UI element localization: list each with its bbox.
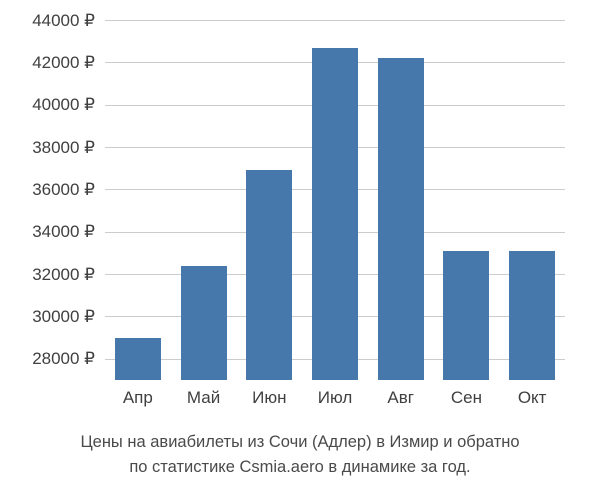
grid-line [105, 20, 565, 21]
plot-area [105, 20, 565, 380]
x-tick-label: Июн [236, 388, 302, 408]
price-chart: Цены на авиабилеты из Сочи (Адлер) в Изм… [0, 0, 600, 500]
y-tick-label: 34000 ₽ [32, 222, 95, 242]
bar [246, 170, 292, 380]
y-tick-label: 40000 ₽ [32, 95, 95, 115]
chart-caption: Цены на авиабилеты из Сочи (Адлер) в Изм… [0, 430, 600, 480]
x-tick-label: Сен [434, 388, 500, 408]
y-tick-label: 42000 ₽ [32, 53, 95, 73]
bar [443, 251, 489, 380]
bar [181, 266, 227, 380]
x-tick-label: Июл [302, 388, 368, 408]
x-tick-label: Окт [499, 388, 565, 408]
x-tick-label: Авг [368, 388, 434, 408]
x-tick-label: Апр [105, 388, 171, 408]
y-tick-label: 32000 ₽ [32, 265, 95, 285]
y-tick-label: 44000 ₽ [32, 11, 95, 31]
y-tick-label: 36000 ₽ [32, 180, 95, 200]
bar [378, 58, 424, 380]
y-tick-label: 28000 ₽ [32, 349, 95, 369]
y-tick-label: 30000 ₽ [32, 307, 95, 327]
x-tick-label: Май [171, 388, 237, 408]
caption-line-2: по статистике Csmia.aero в динамике за г… [0, 455, 600, 480]
bar [312, 48, 358, 380]
caption-line-1: Цены на авиабилеты из Сочи (Адлер) в Изм… [0, 430, 600, 455]
y-tick-label: 38000 ₽ [32, 138, 95, 158]
bar [115, 338, 161, 380]
bar [509, 251, 555, 380]
